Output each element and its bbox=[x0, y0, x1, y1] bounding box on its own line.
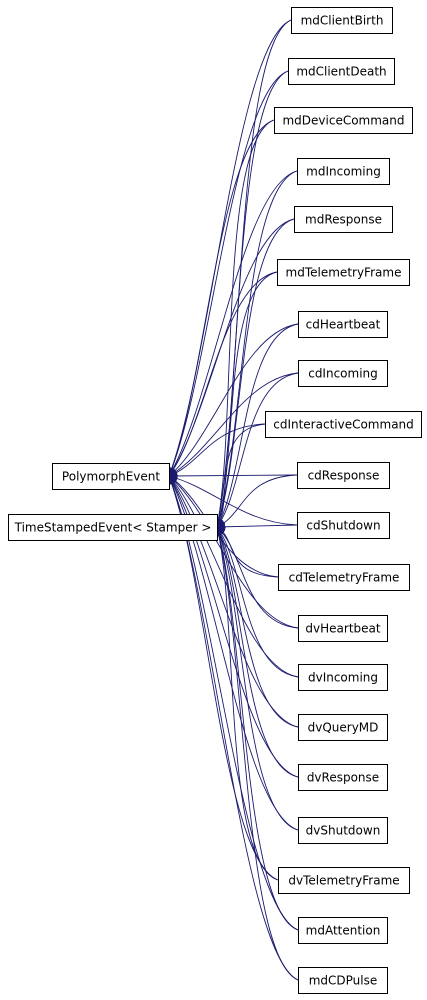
class-node-cdInteractiveCommand[interactable]: cdInteractiveCommand bbox=[266, 412, 422, 438]
edge-cdResponse-to-timestamped bbox=[217, 475, 297, 527]
class-label: cdTelemetryFrame bbox=[289, 571, 400, 585]
edge-cdHeartbeat-to-polymorph bbox=[169, 324, 298, 476]
class-label: dvQueryMD bbox=[308, 721, 379, 735]
class-node-mdIncoming[interactable]: mdIncoming bbox=[298, 159, 390, 185]
class-nodes: PolymorphEvent TimeStampedEvent< Stamper … bbox=[9, 8, 422, 994]
class-node-dvHeartbeat[interactable]: dvHeartbeat bbox=[299, 616, 388, 642]
class-label: mdDeviceCommand bbox=[282, 114, 404, 128]
class-node-dvResponse[interactable]: dvResponse bbox=[299, 765, 388, 791]
inheritance-edges bbox=[169, 20, 298, 980]
class-label: dvTelemetryFrame bbox=[288, 874, 399, 888]
class-node-cdIncoming[interactable]: cdIncoming bbox=[299, 361, 388, 387]
class-node-mdTelemetryFrame[interactable]: mdTelemetryFrame bbox=[278, 260, 410, 286]
class-node-timestamped[interactable]: TimeStampedEvent< Stamper > bbox=[9, 515, 218, 541]
edge-cdShutdown-to-timestamped bbox=[217, 525, 297, 527]
class-label: cdShutdown bbox=[306, 519, 380, 533]
class-node-mdResponse[interactable]: mdResponse bbox=[295, 207, 393, 233]
class-label: mdResponse bbox=[305, 213, 382, 227]
class-node-dvIncoming[interactable]: dvIncoming bbox=[299, 665, 388, 691]
class-node-cdShutdown[interactable]: cdShutdown bbox=[298, 513, 390, 539]
class-node-cdTelemetryFrame[interactable]: cdTelemetryFrame bbox=[279, 565, 410, 591]
class-node-cdResponse[interactable]: cdResponse bbox=[298, 463, 390, 489]
edge-mdCDPulse-to-timestamped bbox=[217, 527, 298, 980]
class-label: dvHeartbeat bbox=[305, 622, 380, 636]
class-label: cdInteractiveCommand bbox=[273, 418, 414, 432]
class-node-mdClientBirth[interactable]: mdClientBirth bbox=[292, 8, 393, 34]
class-label: cdResponse bbox=[308, 469, 380, 483]
class-node-dvShutdown[interactable]: dvShutdown bbox=[299, 818, 388, 844]
class-label: mdClientBirth bbox=[301, 14, 384, 28]
class-node-mdAttention[interactable]: mdAttention bbox=[299, 918, 388, 944]
edge-mdAttention-to-polymorph bbox=[169, 476, 298, 930]
class-label: mdClientDeath bbox=[296, 65, 386, 79]
class-label: mdCDPulse bbox=[309, 974, 378, 988]
class-label: dvIncoming bbox=[308, 671, 378, 685]
class-node-mdClientDeath[interactable]: mdClientDeath bbox=[289, 59, 395, 85]
edge-mdDeviceCommand-to-polymorph bbox=[169, 120, 274, 476]
class-label: TimeStampedEvent< Stamper > bbox=[14, 521, 212, 535]
class-node-dvQueryMD[interactable]: dvQueryMD bbox=[299, 715, 388, 741]
class-label: PolymorphEvent bbox=[62, 470, 160, 484]
edge-dvQueryMD-to-timestamped bbox=[217, 527, 298, 727]
edge-mdTelemetryFrame-to-polymorph bbox=[169, 272, 277, 476]
class-label: mdAttention bbox=[306, 924, 381, 938]
class-label: dvShutdown bbox=[306, 824, 381, 838]
class-node-mdDeviceCommand[interactable]: mdDeviceCommand bbox=[275, 108, 413, 134]
class-node-cdHeartbeat[interactable]: cdHeartbeat bbox=[299, 312, 388, 338]
class-node-polymorph[interactable]: PolymorphEvent bbox=[53, 464, 170, 490]
class-label: dvResponse bbox=[307, 771, 379, 785]
class-node-mdCDPulse[interactable]: mdCDPulse bbox=[299, 968, 388, 994]
class-label: mdTelemetryFrame bbox=[286, 266, 402, 280]
class-label: cdHeartbeat bbox=[306, 318, 381, 332]
class-label: cdIncoming bbox=[308, 367, 378, 381]
edge-cdResponse-to-polymorph bbox=[169, 475, 297, 476]
class-label: mdIncoming bbox=[306, 165, 381, 179]
class-node-dvTelemetryFrame[interactable]: dvTelemetryFrame bbox=[279, 868, 410, 894]
